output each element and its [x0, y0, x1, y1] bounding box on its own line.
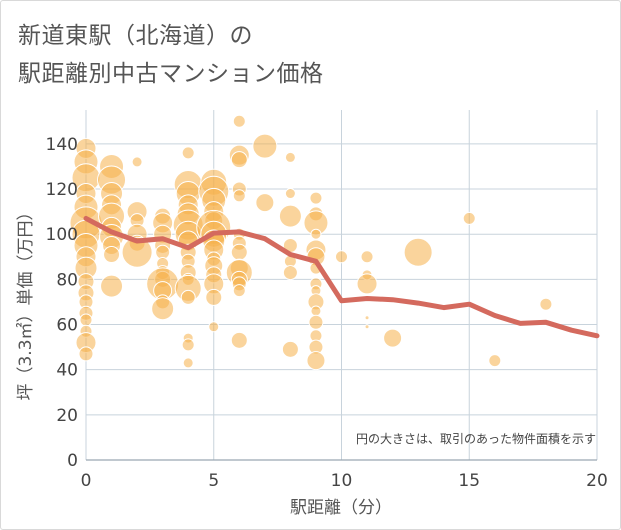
bubble-point: [230, 331, 248, 349]
bubble-point: [103, 246, 121, 264]
y-tick-label: 120: [46, 180, 78, 200]
bubble-point: [310, 305, 322, 317]
axis-ticks: 0 5 10 15 20 0 20 40 60 80 100 120 140: [46, 135, 608, 491]
y-tick-label: 40: [56, 361, 78, 381]
bubble-point: [100, 274, 124, 298]
bubble-point: [151, 297, 175, 321]
bubble-point: [306, 351, 326, 371]
bubble-point: [181, 146, 195, 160]
bubble-point: [232, 189, 246, 203]
bubble-point: [488, 354, 502, 368]
bubble-point: [78, 346, 94, 362]
x-tick-label: 5: [208, 471, 219, 491]
chart-title-line2: 駅距離別中古マンション価格: [18, 61, 324, 87]
bubble-point: [79, 313, 93, 327]
y-tick-label: 0: [67, 451, 78, 471]
bubble-point: [364, 324, 370, 330]
bubble-point: [356, 273, 378, 295]
x-axis-label: 駅距離（分）: [290, 498, 392, 518]
bubble-point: [232, 284, 246, 298]
bubble-point: [360, 250, 374, 264]
bubble-point: [364, 315, 370, 321]
bubble-point: [181, 338, 195, 352]
bubble-point: [539, 297, 553, 311]
bubble-point: [308, 314, 324, 330]
bubble-point: [205, 288, 223, 306]
x-tick-label: 15: [458, 471, 480, 491]
bubble-point: [284, 151, 296, 163]
bubble-point: [335, 250, 348, 264]
bubble-point: [182, 357, 194, 369]
y-axis-label: 坪（3.3㎡）単価（万円）: [16, 203, 36, 400]
bubble-point: [230, 243, 248, 261]
y-tick-label: 80: [56, 270, 78, 290]
bubble-point: [281, 340, 299, 358]
bubble-point: [131, 156, 143, 168]
bubble-point: [310, 228, 322, 240]
bubble-point: [255, 193, 275, 213]
y-tick-label: 140: [46, 135, 78, 155]
x-tick-label: 10: [331, 471, 353, 491]
x-tick-label: 0: [81, 471, 92, 491]
bubble-point: [403, 237, 433, 267]
bubble-point: [180, 289, 196, 305]
trend-line: [83, 215, 600, 339]
y-tick-label: 20: [56, 406, 78, 426]
y-tick-label: 60: [56, 316, 78, 336]
bubble-point: [282, 265, 298, 281]
x-tick-label: 20: [586, 471, 608, 491]
trend-line-series: [83, 215, 600, 339]
bubble-point: [230, 151, 248, 169]
bubble-point: [383, 328, 403, 348]
bubble-point: [278, 204, 302, 228]
bubble-point: [252, 133, 278, 159]
bubble-point: [462, 211, 476, 225]
grid-lines: [85, 110, 598, 461]
bubble-point: [232, 114, 246, 128]
bubble-point: [284, 188, 296, 200]
bubble-size-note: 円の大きさは、取引のあった物件面積を示す: [356, 431, 596, 446]
y-tick-label: 100: [46, 225, 78, 245]
bubble-point: [309, 191, 323, 205]
chart-title-line1: 新道東駅（北海道）の: [18, 23, 253, 49]
bubble-point: [208, 321, 220, 333]
bubble-point: [121, 236, 153, 268]
